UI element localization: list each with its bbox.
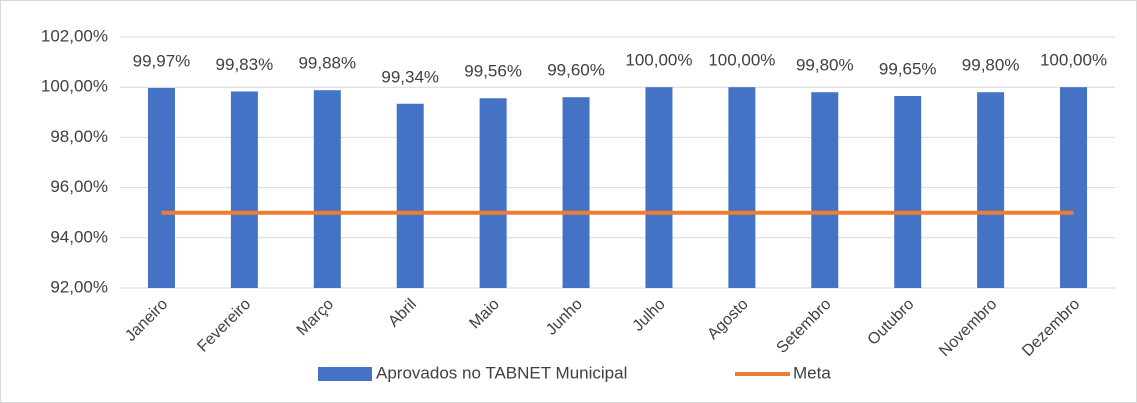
y-tick-label: 98,00% (50, 127, 108, 146)
bar (230, 91, 258, 288)
data-label: 99,83% (216, 55, 274, 74)
bar (1060, 87, 1088, 288)
bar (811, 92, 839, 288)
data-label: 100,00% (625, 51, 692, 70)
bar (147, 87, 175, 288)
data-label: 100,00% (708, 51, 775, 70)
legend-label: Aprovados no TABNET Municipal (376, 363, 627, 382)
bar (728, 87, 756, 288)
legend-swatch (318, 367, 372, 381)
legend-label: Meta (793, 363, 831, 382)
y-tick-label: 92,00% (50, 277, 108, 296)
data-label: 99,97% (133, 51, 191, 70)
data-label: 99,34% (381, 67, 439, 86)
bar (645, 87, 673, 288)
data-label: 99,88% (298, 54, 356, 73)
bar (562, 97, 590, 289)
data-label: 99,56% (464, 62, 522, 81)
data-label: 99,60% (547, 61, 605, 80)
bar (396, 103, 424, 289)
y-tick-label: 96,00% (50, 177, 108, 196)
data-label: 99,65% (879, 59, 937, 78)
data-label: 99,80% (796, 56, 854, 75)
y-tick-label: 102,00% (41, 26, 108, 45)
y-tick-label: 100,00% (41, 77, 108, 96)
data-label: 99,80% (962, 56, 1020, 75)
data-label: 100,00% (1040, 51, 1107, 70)
bar (313, 90, 341, 288)
bar (479, 98, 507, 288)
bar (977, 92, 1005, 288)
y-tick-label: 94,00% (50, 227, 108, 246)
bar (894, 95, 922, 288)
